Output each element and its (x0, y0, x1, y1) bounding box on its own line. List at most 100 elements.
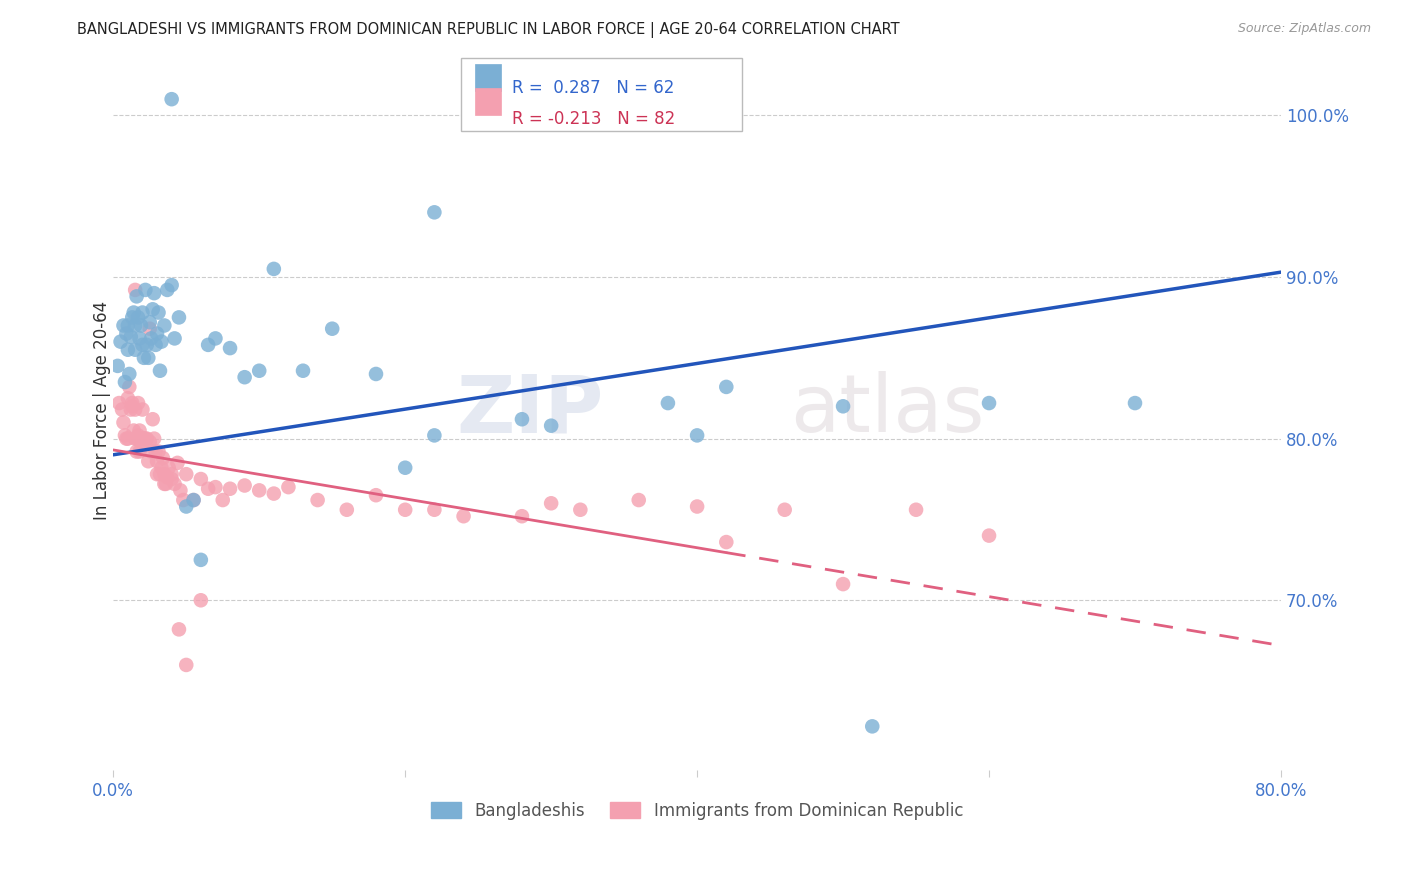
Point (124, 283, 146, 297)
Point (233, 478, 256, 492)
Point (114, 428, 136, 442)
Point (627, 493, 650, 508)
Point (716, 380, 738, 394)
Point (125, 444, 148, 458)
Point (156, 283, 179, 297)
Text: BANGLADESHI VS IMMIGRANTS FROM DOMINICAN REPUBLIC IN LABOR FORCE | AGE 20-64 COR: BANGLADESHI VS IMMIGRANTS FROM DOMINICAN… (77, 22, 900, 38)
Point (423, 205, 446, 219)
Point (686, 500, 709, 514)
Point (142, 302, 165, 317)
Point (453, 509, 475, 524)
Point (143, 286, 166, 301)
Point (150, 460, 173, 475)
Point (146, 467, 169, 482)
Point (153, 467, 176, 482)
Point (107, 359, 129, 373)
Point (219, 482, 242, 496)
Point (124, 402, 146, 417)
Point (211, 493, 233, 508)
Point (135, 338, 157, 352)
Point (114, 375, 136, 389)
Point (364, 367, 387, 381)
Point (1123, 396, 1146, 410)
Point (321, 322, 343, 336)
Point (131, 338, 153, 352)
Point (121, 310, 143, 325)
Point (190, 593, 212, 607)
Point (118, 367, 141, 381)
Point (977, 396, 1000, 410)
Point (197, 338, 219, 352)
Point (127, 396, 149, 410)
Point (247, 364, 270, 378)
Point (127, 310, 149, 325)
Point (131, 432, 153, 446)
Point (510, 509, 533, 524)
Point (148, 305, 170, 319)
Text: R =  0.287   N = 62: R = 0.287 N = 62 (512, 79, 673, 97)
Point (190, 472, 212, 486)
Point (139, 434, 162, 449)
Point (149, 364, 172, 378)
Point (157, 460, 180, 475)
Point (129, 318, 152, 333)
Point (832, 399, 855, 413)
Point (134, 432, 156, 446)
Point (108, 396, 131, 410)
Point (167, 310, 190, 325)
Point (120, 402, 142, 417)
Point (128, 424, 150, 438)
Point (128, 444, 150, 458)
Text: Source: ZipAtlas.com: Source: ZipAtlas.com (1237, 22, 1371, 36)
Point (219, 341, 242, 355)
Point (112, 318, 135, 333)
Point (172, 493, 194, 508)
Point (115, 326, 138, 341)
Point (263, 261, 285, 276)
Point (233, 370, 256, 384)
Point (394, 460, 416, 475)
Point (131, 305, 153, 319)
Text: ZIP: ZIP (457, 371, 603, 450)
Point (423, 502, 446, 516)
Point (145, 338, 167, 352)
Point (364, 488, 387, 502)
Point (125, 289, 148, 303)
Text: R = -0.213   N = 82: R = -0.213 N = 82 (512, 110, 675, 128)
Point (156, 470, 179, 484)
Point (132, 432, 155, 446)
Point (146, 326, 169, 341)
Point (149, 467, 172, 482)
Point (686, 428, 709, 442)
Point (183, 493, 205, 508)
Point (135, 432, 157, 446)
Point (336, 502, 359, 516)
Point (247, 483, 270, 498)
Point (860, 719, 883, 733)
Point (129, 434, 152, 449)
Point (117, 391, 139, 405)
Point (148, 444, 170, 458)
Point (569, 502, 592, 516)
Point (134, 283, 156, 297)
Point (163, 476, 186, 491)
Point (540, 496, 562, 510)
Point (117, 432, 139, 446)
Point (146, 454, 169, 468)
Point (160, 278, 183, 293)
Point (117, 318, 139, 333)
Point (716, 535, 738, 549)
Point (111, 402, 134, 417)
Point (183, 493, 205, 508)
Point (115, 432, 138, 446)
Point (150, 334, 173, 349)
Point (121, 396, 143, 410)
Point (129, 432, 152, 446)
Point (174, 657, 197, 672)
Point (166, 456, 188, 470)
Point (121, 399, 143, 413)
Point (163, 331, 186, 345)
Point (160, 92, 183, 106)
Point (120, 330, 142, 344)
Point (155, 476, 177, 491)
